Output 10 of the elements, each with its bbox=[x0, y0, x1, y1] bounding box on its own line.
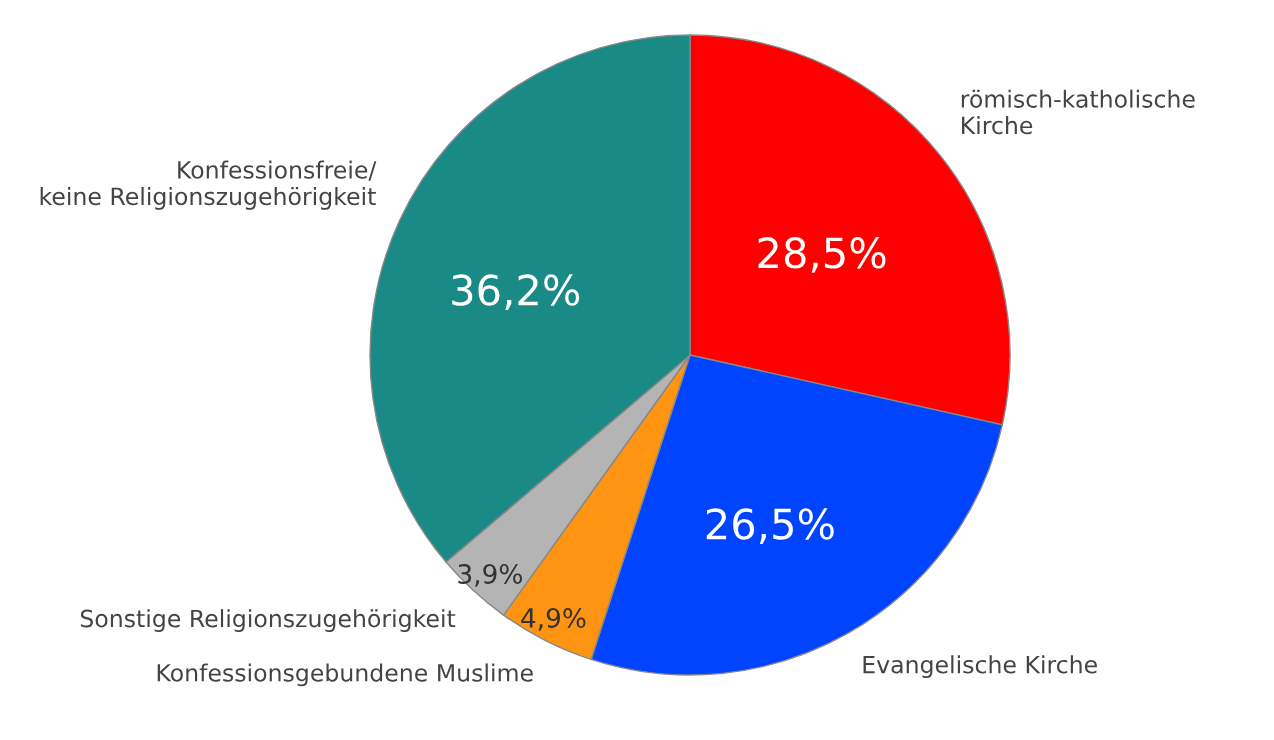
slice-label: Sonstige Religionszugehörigkeit bbox=[80, 609, 456, 632]
data-label: 3,9% bbox=[458, 563, 522, 587]
data-label: 4,9% bbox=[521, 608, 586, 631]
data-label: 36,2% bbox=[452, 274, 580, 311]
slice-label: römisch-katholische Kirche bbox=[961, 89, 1195, 135]
slice-label: Evangelische Kirche bbox=[863, 655, 1097, 679]
data-label: 26,5% bbox=[706, 508, 834, 544]
slice-label: Konfessionsgebundene Muslime bbox=[157, 663, 533, 687]
data-label: 28,5% bbox=[758, 237, 886, 273]
slice-label: Konfessionsfreie/ keine Religionszugehörigkeit bbox=[40, 160, 377, 210]
